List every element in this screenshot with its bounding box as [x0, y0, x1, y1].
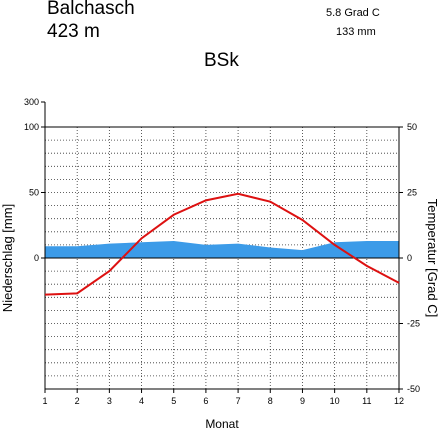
precipitation-area	[45, 240, 399, 258]
tick-label-left-top: 300	[24, 97, 39, 107]
tick-label-right: 0	[407, 253, 412, 263]
station-name: Balchasch	[47, 0, 135, 19]
tick-label-bottom: 4	[139, 396, 144, 406]
climate-class: BSk	[204, 50, 239, 71]
temperature-line	[44, 192, 400, 296]
tick-label-bottom: 11	[362, 396, 371, 406]
tick-label-bottom: 10	[330, 396, 340, 406]
tick-label-bottom: 7	[236, 396, 241, 406]
tick-label-bottom: 9	[300, 396, 305, 406]
tick-label-right: -25	[407, 319, 420, 329]
mean-temperature: 5.8 Grad C	[326, 7, 380, 19]
tick-label-right: -50	[407, 384, 420, 394]
tick-label-left: 0	[34, 253, 39, 263]
tick-label-bottom: 12	[394, 396, 404, 406]
tick-label-bottom: 6	[203, 396, 208, 406]
annual-precipitation: 133 mm	[336, 26, 376, 38]
tick-label-right: 50	[407, 122, 417, 132]
tick-label-right: 25	[407, 188, 417, 198]
tick-label-bottom: 3	[107, 396, 112, 406]
tick-label-bottom: 1	[42, 396, 47, 406]
station-elevation: 423 m	[47, 21, 100, 42]
tick-label-bottom: 8	[268, 396, 273, 406]
tick-label-bottom: 2	[75, 396, 80, 406]
tick-label-bottom: 5	[171, 396, 176, 406]
tick-label-left: 50	[29, 188, 39, 198]
x-axis-label: Monat	[205, 417, 239, 430]
y-axis-label-right: Temperatur [Grad C]	[425, 199, 439, 318]
tick-label-left: 100	[24, 122, 39, 132]
y-axis-label-left: Niederschlag [mm]	[0, 204, 15, 312]
